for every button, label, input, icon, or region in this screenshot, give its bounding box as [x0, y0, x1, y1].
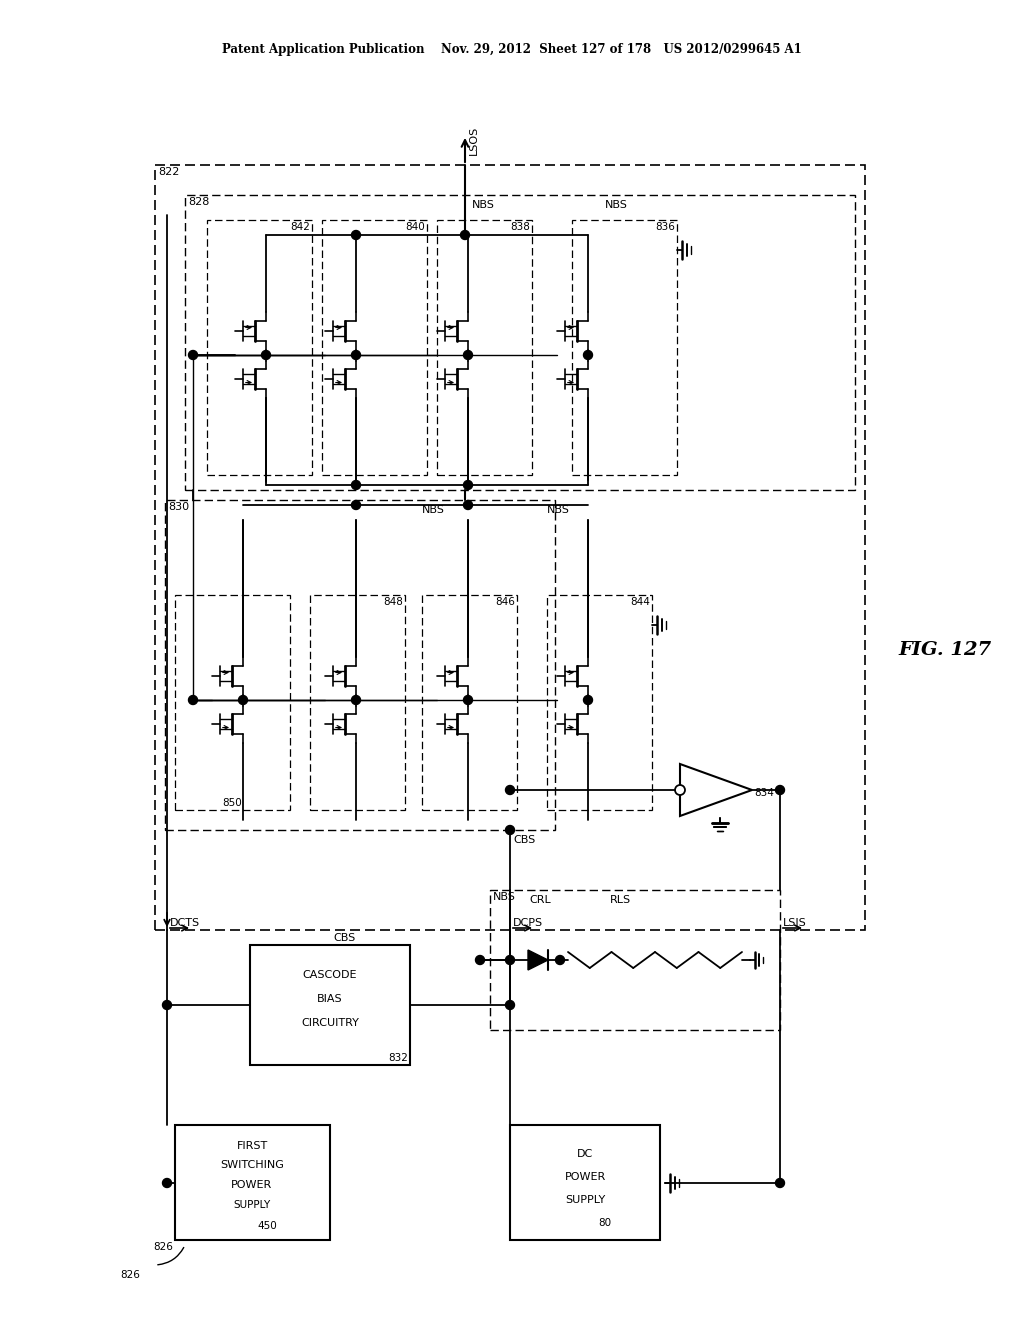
Text: NBS: NBS: [547, 506, 570, 515]
Text: BIAS: BIAS: [317, 994, 343, 1005]
Text: 838: 838: [510, 222, 530, 232]
Text: FIRST: FIRST: [237, 1140, 267, 1151]
Text: CBS: CBS: [333, 933, 355, 942]
Circle shape: [461, 231, 469, 239]
Bar: [437, 220, 532, 475]
Bar: [175, 595, 290, 810]
Bar: [175, 1125, 330, 1239]
Bar: [422, 595, 517, 810]
Text: 834: 834: [754, 788, 774, 799]
Bar: [310, 595, 406, 810]
Bar: [547, 595, 652, 810]
Text: 828: 828: [188, 197, 209, 207]
Bar: [490, 890, 780, 1030]
Text: SWITCHING: SWITCHING: [220, 1160, 284, 1171]
Circle shape: [506, 825, 514, 834]
Circle shape: [188, 696, 198, 705]
Text: SUPPLY: SUPPLY: [233, 1200, 270, 1210]
Text: 840: 840: [406, 222, 425, 232]
Bar: [207, 220, 312, 475]
Text: CASCODE: CASCODE: [303, 970, 357, 979]
Text: NBS: NBS: [605, 201, 628, 210]
Circle shape: [351, 696, 360, 705]
Circle shape: [775, 785, 784, 795]
Text: DC: DC: [577, 1148, 593, 1159]
Circle shape: [163, 1001, 171, 1010]
Text: 832: 832: [388, 1053, 408, 1063]
Bar: [165, 500, 555, 830]
Text: Patent Application Publication    Nov. 29, 2012  Sheet 127 of 178   US 2012/0299: Patent Application Publication Nov. 29, …: [222, 44, 802, 57]
Text: 844: 844: [630, 597, 650, 607]
Bar: [250, 945, 410, 1065]
Bar: [510, 1125, 660, 1239]
Text: POWER: POWER: [231, 1180, 272, 1189]
Bar: [155, 165, 865, 931]
Circle shape: [475, 956, 484, 965]
Circle shape: [464, 500, 472, 510]
Text: 826: 826: [154, 1242, 173, 1251]
Text: CIRCUITRY: CIRCUITRY: [301, 1018, 359, 1028]
Circle shape: [351, 480, 360, 490]
Circle shape: [239, 696, 248, 705]
Text: NBS: NBS: [472, 201, 495, 210]
Text: 822: 822: [158, 168, 179, 177]
Text: CRL: CRL: [529, 895, 551, 906]
Text: 450: 450: [257, 1221, 276, 1232]
Text: LSOS: LSOS: [469, 125, 479, 154]
Text: RLS: RLS: [609, 895, 631, 906]
Circle shape: [261, 351, 270, 359]
Text: DCTS: DCTS: [170, 917, 200, 928]
Circle shape: [163, 1179, 171, 1188]
Text: 842: 842: [290, 222, 310, 232]
Circle shape: [775, 1179, 784, 1188]
Text: 830: 830: [168, 502, 189, 512]
Circle shape: [506, 956, 514, 965]
Circle shape: [351, 351, 360, 359]
Circle shape: [351, 231, 360, 239]
Circle shape: [584, 696, 593, 705]
Circle shape: [188, 351, 198, 359]
Text: FIG. 127: FIG. 127: [898, 642, 991, 659]
Polygon shape: [528, 950, 548, 970]
Text: 848: 848: [383, 597, 403, 607]
Text: DCPS: DCPS: [513, 917, 543, 928]
Text: POWER: POWER: [564, 1172, 605, 1181]
Circle shape: [464, 480, 472, 490]
Text: SUPPLY: SUPPLY: [565, 1195, 605, 1205]
Text: 846: 846: [496, 597, 515, 607]
Bar: [322, 220, 427, 475]
Bar: [185, 195, 855, 490]
Circle shape: [506, 785, 514, 795]
Text: LSIS: LSIS: [783, 917, 807, 928]
Text: 826: 826: [120, 1270, 140, 1280]
Circle shape: [506, 1001, 514, 1010]
Text: NBS: NBS: [493, 892, 516, 902]
Circle shape: [464, 696, 472, 705]
Text: 80: 80: [598, 1218, 611, 1228]
Circle shape: [675, 785, 685, 795]
Bar: [572, 220, 677, 475]
Text: NBS: NBS: [422, 506, 444, 515]
Circle shape: [464, 351, 472, 359]
Circle shape: [351, 500, 360, 510]
Circle shape: [584, 351, 593, 359]
Text: 850: 850: [222, 799, 242, 808]
Text: 836: 836: [655, 222, 675, 232]
Circle shape: [555, 956, 564, 965]
Text: CBS: CBS: [513, 836, 536, 845]
